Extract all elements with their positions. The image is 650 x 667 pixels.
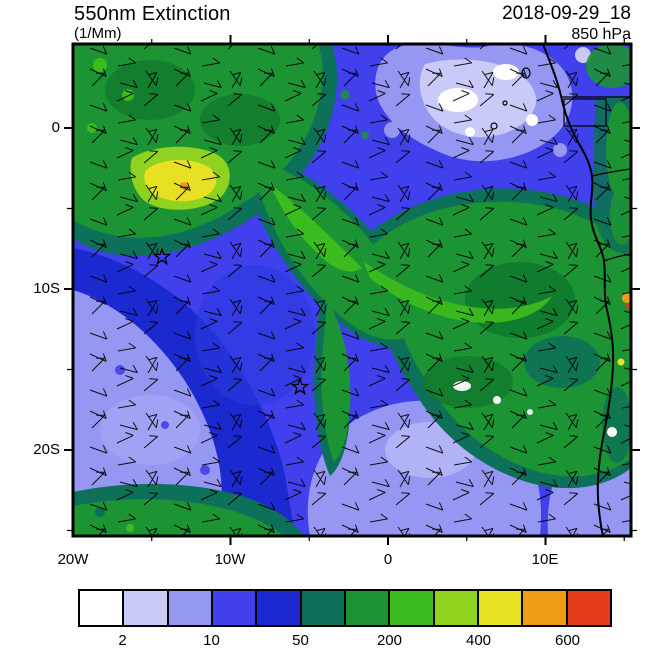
- colorbar-label: 400: [465, 632, 492, 649]
- colorbar-labels: 2 10 50 200 400 600: [78, 627, 612, 651]
- colorbar-cell: [124, 591, 167, 625]
- colorbar-cell: [390, 591, 433, 625]
- lat-tick-label-10s: 10S: [33, 280, 60, 297]
- colorbar-label: 50: [292, 632, 309, 649]
- map-frame: [64, 35, 640, 545]
- plot-units: (1/Mm): [74, 25, 122, 42]
- colorbar-cell: [168, 591, 211, 625]
- colorbar-cell: [80, 591, 123, 625]
- lon-tick-label-10w: 10W: [214, 551, 246, 568]
- plot-pressure-level: 850 hPa: [571, 26, 631, 43]
- island-outline: [490, 122, 498, 130]
- island-outline: [521, 67, 531, 79]
- colorbar: 2 10 50 200 400 600: [78, 589, 612, 651]
- lat-tick-label-20s: 20S: [33, 441, 60, 458]
- major-ticks: [64, 35, 640, 545]
- island-outline: [502, 100, 508, 106]
- plot-datetime: 2018-09-29_18: [502, 3, 631, 24]
- colorbar-label: 10: [203, 632, 220, 649]
- plot-title: 550nm Extinction: [74, 3, 231, 25]
- colorbar-cell: [567, 591, 610, 625]
- lon-tick-label-20w: 20W: [57, 551, 89, 568]
- minor-ticks: [67, 39, 637, 541]
- lat-tick-label-0: 0: [51, 119, 60, 136]
- country-border-box: [563, 98, 607, 127]
- colorbar-label: 600: [554, 632, 581, 649]
- wind-barbs-overlay: [73, 44, 631, 536]
- colorbar-label: 200: [376, 632, 402, 649]
- colorbar-cell: [257, 591, 300, 625]
- colorbar-cell: [212, 591, 256, 625]
- country-border: [591, 168, 631, 177]
- colorbar-cell: [301, 591, 344, 625]
- coastline: [490, 44, 631, 536]
- colorbar-cell: [523, 591, 566, 625]
- lon-tick-label-10e: 10E: [531, 551, 559, 568]
- colorbar-label: 2: [118, 632, 127, 649]
- colorbar-cell: [345, 591, 389, 625]
- colorbar-cell: [478, 591, 522, 625]
- lon-tick-label-0: 0: [383, 551, 393, 568]
- country-border: [603, 253, 631, 262]
- colorbar-cell: [434, 591, 477, 625]
- colorbar-cells: [78, 589, 612, 627]
